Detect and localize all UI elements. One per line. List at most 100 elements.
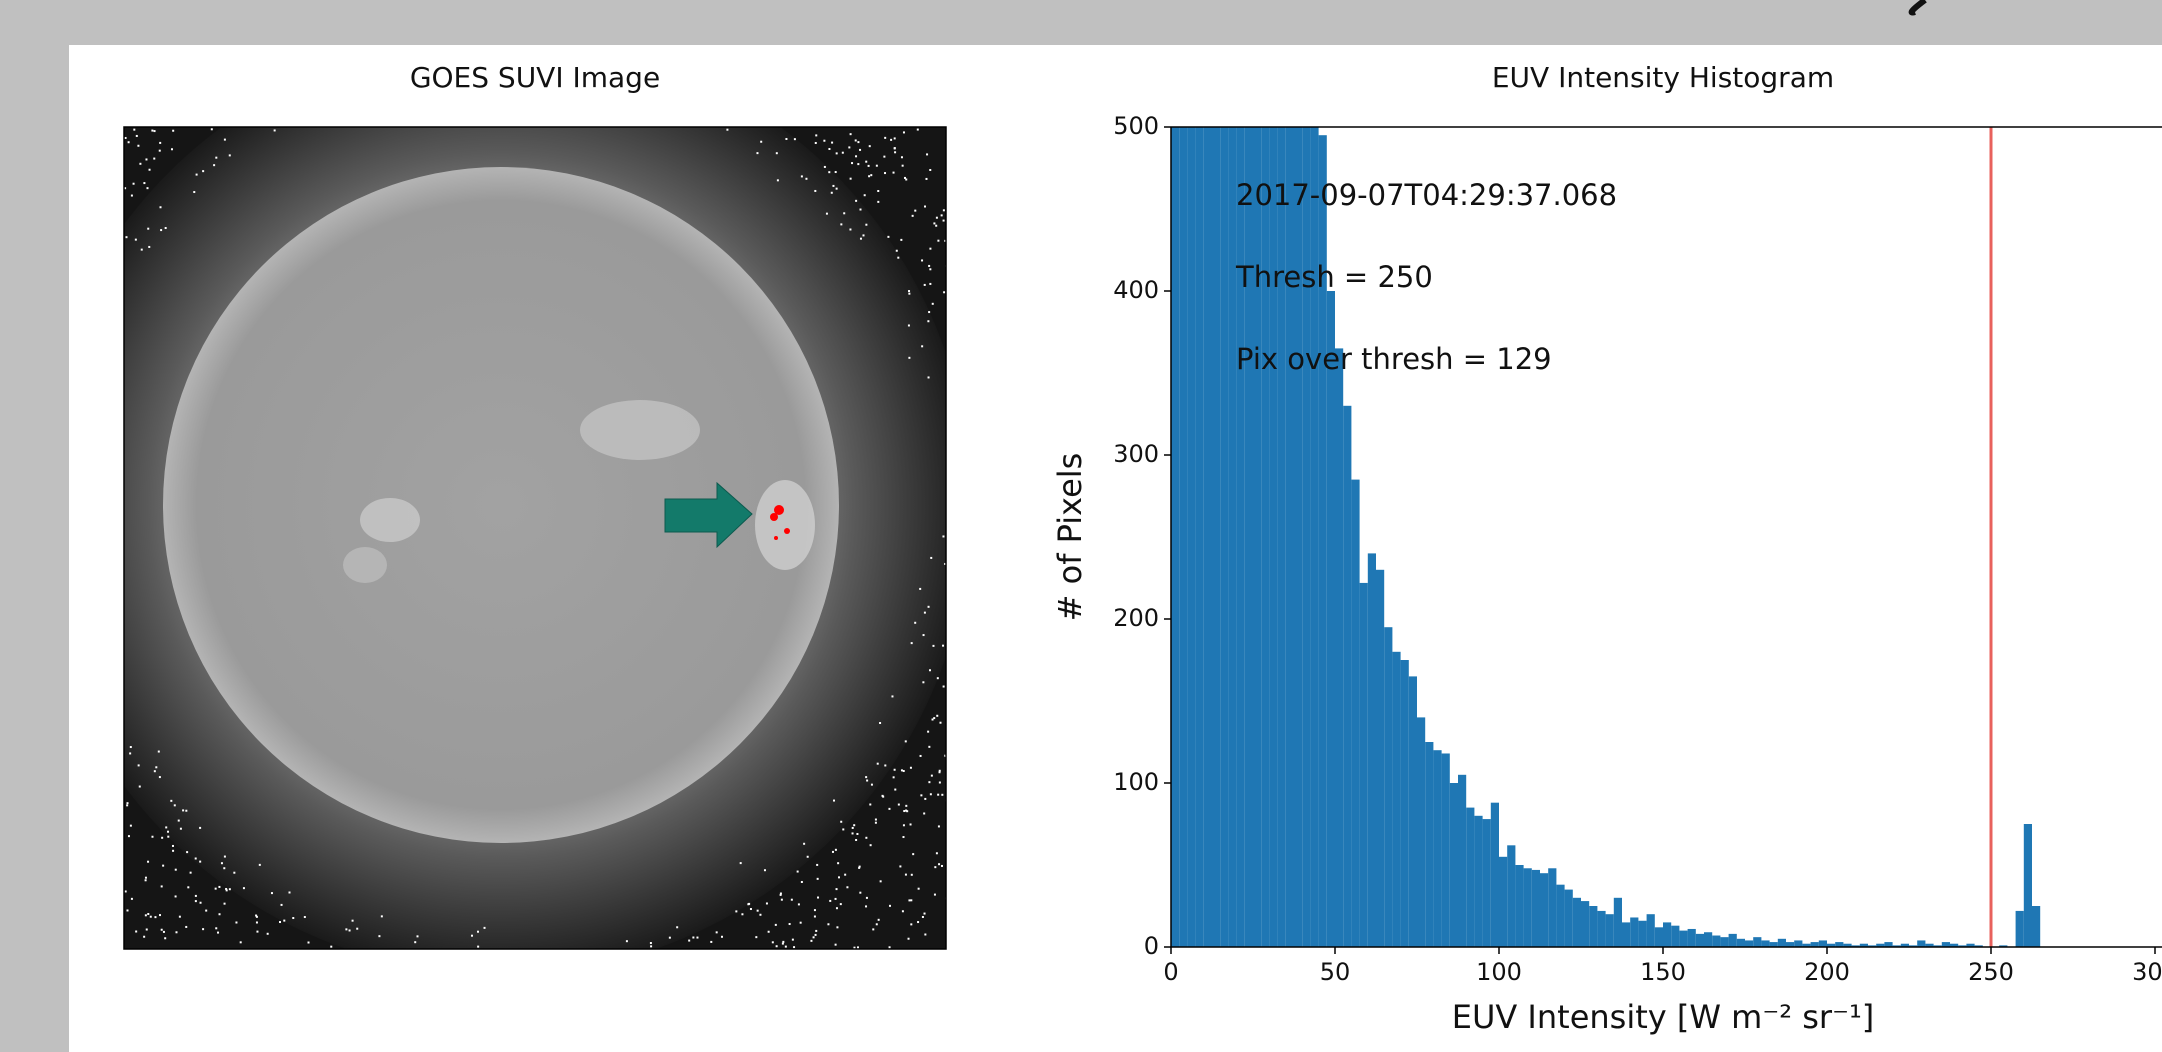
noise-speckle [919, 754, 922, 757]
noise-speckle [199, 901, 202, 904]
noise-speckle [788, 923, 791, 926]
bar [1171, 127, 1180, 947]
bar [1597, 910, 1606, 947]
noise-speckle [160, 928, 163, 931]
bar [1794, 940, 1803, 947]
noise-speckle [177, 819, 180, 822]
noise-speckle [890, 138, 893, 141]
noise-speckle [303, 916, 306, 919]
bar [1884, 942, 1893, 947]
arrow [664, 481, 753, 549]
noise-speckle [668, 936, 671, 939]
noise-speckle [797, 903, 800, 906]
active-region [343, 547, 387, 583]
noise-speckle [796, 870, 799, 873]
noise-speckle [775, 152, 778, 155]
noise-speckle [909, 823, 912, 826]
noise-speckle [905, 809, 908, 812]
bar [1613, 897, 1622, 947]
noise-speckle [834, 897, 837, 900]
bar [1843, 943, 1852, 947]
y-tick-label: 100 [1113, 768, 1159, 796]
bar [1548, 868, 1557, 947]
noise-speckle [127, 835, 130, 838]
bar [1212, 127, 1221, 947]
noise-speckle [202, 928, 205, 931]
noise-speckle [144, 914, 147, 917]
noise-speckle [853, 946, 856, 949]
noise-speckle [124, 187, 127, 190]
noise-speckle [876, 762, 879, 765]
noise-speckle [755, 936, 758, 939]
noise-speckle [765, 902, 768, 905]
noise-speckle [867, 164, 870, 167]
y-tick-label: 500 [1113, 112, 1159, 140]
noise-speckle [883, 155, 886, 158]
bar [1482, 819, 1491, 947]
bar [1761, 940, 1770, 947]
bar [1326, 291, 1335, 947]
noise-speckle [893, 147, 896, 150]
bar [1654, 927, 1663, 947]
active-region [360, 498, 420, 542]
bar [1671, 925, 1680, 947]
noise-speckle [793, 138, 796, 141]
noise-speckle [853, 824, 856, 827]
noise-speckle [924, 797, 927, 800]
noise-speckle [862, 234, 865, 237]
noise-speckle [884, 764, 887, 767]
noise-speckle [235, 921, 238, 924]
noise-speckle [280, 903, 283, 906]
noise-speckle [233, 871, 236, 874]
noise-speckle [905, 804, 908, 807]
noise-speckle [882, 795, 885, 798]
noise-speckle [935, 852, 938, 855]
noise-speckle [929, 247, 932, 250]
noise-speckle [759, 913, 762, 916]
noise-speckle [239, 941, 242, 944]
noise-speckle [893, 768, 896, 771]
noise-speckle [814, 933, 817, 936]
noise-speckle [916, 128, 919, 131]
noise-speckle [133, 128, 136, 131]
flare-pixels [770, 513, 778, 521]
noise-speckle [843, 212, 846, 215]
noise-speckle [135, 134, 138, 137]
noise-speckle [870, 783, 873, 786]
bar [1302, 127, 1311, 948]
noise-speckle [865, 776, 868, 779]
noise-speckle [130, 194, 133, 197]
bar [1441, 753, 1450, 947]
noise-speckle [929, 168, 932, 171]
noise-speckle [933, 717, 936, 720]
noise-speckle [836, 926, 839, 929]
noise-speckle [147, 860, 150, 863]
noise-speckle [855, 838, 858, 841]
noise-speckle [828, 148, 831, 151]
noise-speckle [182, 809, 185, 812]
noise-speckle [132, 182, 135, 185]
noise-speckle [790, 898, 793, 901]
noise-speckle [933, 222, 936, 225]
noise-speckle [848, 146, 851, 149]
noise-speckle [869, 844, 872, 847]
noise-speckle [146, 187, 149, 190]
x-tick-label: 200 [1804, 958, 1850, 986]
noise-speckle [936, 677, 939, 680]
noise-speckle [892, 171, 895, 174]
flare-pixels [774, 536, 778, 540]
noise-speckle [856, 832, 859, 835]
noise-speckle [153, 770, 156, 773]
noise-speckle [894, 151, 897, 154]
noise-speckle [920, 794, 923, 797]
noise-speckle [218, 913, 221, 916]
bar [1367, 553, 1376, 947]
noise-speckle [816, 877, 819, 880]
noise-speckle [813, 915, 816, 918]
noise-speckle [888, 807, 891, 810]
bar [2023, 824, 2032, 947]
noise-speckle [902, 131, 905, 134]
noise-speckle [937, 239, 940, 242]
noise-speckle [174, 895, 177, 898]
noise-speckle [218, 885, 221, 888]
